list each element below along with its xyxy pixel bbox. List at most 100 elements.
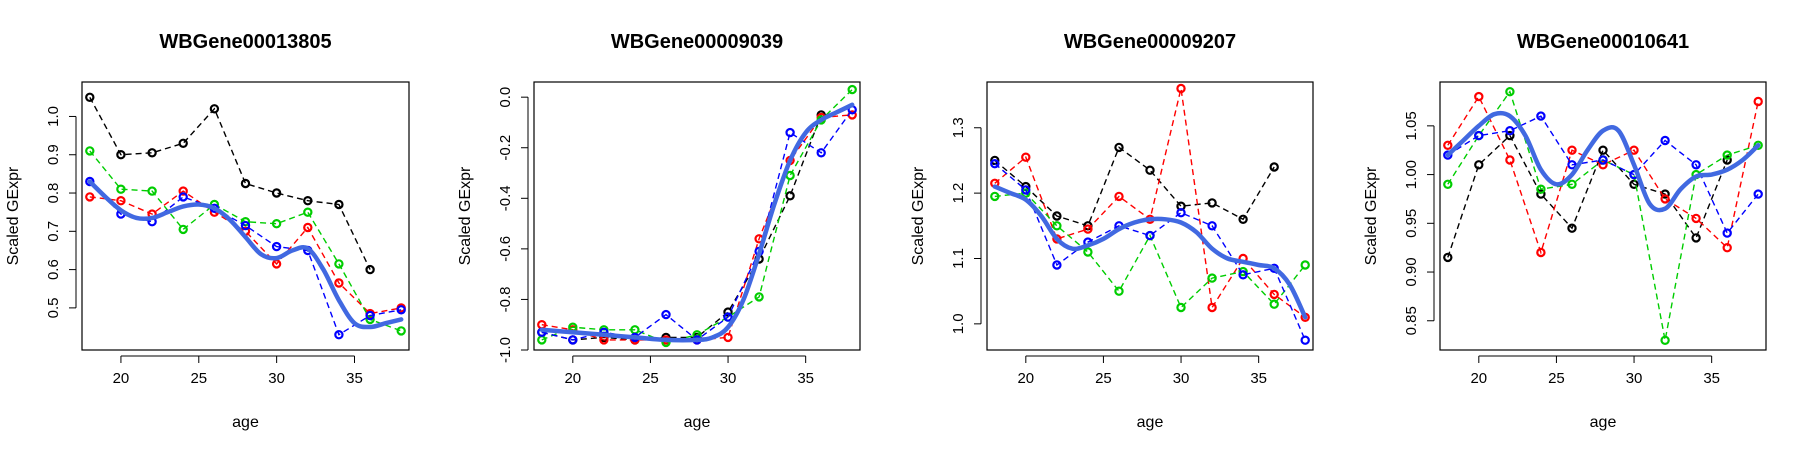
x-tick-label: 20 (1470, 370, 1487, 387)
data-point (1598, 160, 1608, 170)
data-point (178, 192, 188, 202)
data-point (1536, 189, 1546, 199)
data-point (1269, 299, 1279, 309)
data-point (85, 92, 95, 103)
data-point (1536, 111, 1546, 121)
x-tick-label: 25 (1548, 370, 1565, 387)
data-point (568, 335, 578, 345)
data-point (116, 195, 126, 206)
data-point (1443, 179, 1453, 189)
x-tick-label: 25 (190, 370, 207, 387)
series-line (89, 150, 402, 332)
smooth-trend-line (1445, 110, 1761, 213)
chart-panel-3: WBGene00009207 age Scaled GExpr 20 25 30 35… (910, 31, 1314, 431)
y-tick-label: -0.4 (497, 185, 514, 211)
plot-frame (986, 81, 1314, 351)
series-line (1447, 115, 1759, 235)
x-tick-label: 30 (720, 370, 737, 387)
plot-frame (533, 81, 861, 351)
x-tick-label: 35 (346, 370, 363, 387)
y-axis-label: Scaled GExpr (910, 166, 927, 265)
data-point (240, 220, 251, 231)
data-point (1660, 135, 1670, 146)
data-point (1207, 302, 1217, 313)
data-point (147, 186, 157, 196)
data-point (1505, 125, 1515, 136)
x-axis-label: age (1137, 414, 1164, 431)
y-tick-label: 0.0 (497, 87, 514, 108)
data-point (1474, 130, 1484, 141)
data-point (1691, 160, 1701, 170)
data-point (1598, 145, 1608, 155)
data-point (785, 191, 795, 201)
data-point (723, 332, 733, 343)
data-point (1505, 86, 1515, 97)
data-point (1207, 221, 1217, 231)
y-tick-label: 0.9 (45, 144, 62, 165)
data-point (1536, 247, 1546, 258)
y-tick-label: 0.7 (45, 221, 62, 242)
chart-panel-2: WBGene00009039 age Scaled GExpr 20 25 30 35… (457, 31, 861, 431)
data-point (1536, 184, 1546, 194)
data-point (1300, 335, 1310, 345)
data-point (396, 326, 406, 336)
x-tick-label: 25 (642, 370, 659, 387)
y-tick-label: 1.3 (950, 117, 967, 138)
y-tick-label: -0.6 (497, 236, 514, 262)
x-axis-label: age (232, 414, 259, 431)
series-line (89, 181, 402, 336)
y-tick-label: 0.8 (45, 183, 62, 204)
data-point (240, 178, 251, 189)
x-axis-label: age (684, 414, 711, 431)
data-point (1505, 155, 1515, 165)
data-point (303, 222, 313, 233)
data-point (1207, 273, 1217, 283)
y-tick-label: 0.85 (1403, 306, 1420, 335)
data-point (1052, 260, 1062, 270)
series-line (541, 114, 822, 341)
data-point (754, 292, 764, 302)
x-tick-label: 35 (1250, 370, 1267, 387)
data-point (1753, 189, 1763, 199)
data-point (1567, 179, 1577, 189)
data-point (1114, 142, 1124, 153)
data-point (1505, 130, 1515, 141)
series-line (994, 163, 1306, 341)
data-point (1598, 155, 1608, 165)
data-point (1722, 150, 1732, 160)
data-point (1052, 234, 1062, 244)
smooth-trend-line (87, 179, 404, 330)
data-point (1691, 233, 1701, 243)
data-point (1269, 162, 1279, 172)
data-point (1722, 228, 1732, 238)
y-tick-label: 0.6 (45, 259, 62, 280)
series-line (994, 192, 1306, 309)
y-axis-label: Scaled GExpr (5, 166, 22, 265)
y-tick-label: 1.00 (1403, 160, 1420, 189)
y-tick-label: 0.90 (1403, 257, 1420, 286)
data-point (1474, 160, 1484, 170)
data-point (1269, 289, 1279, 300)
data-point (209, 104, 220, 114)
data-point (365, 310, 375, 321)
series-line (1447, 95, 1759, 255)
data-point (85, 176, 95, 187)
data-point (334, 330, 344, 340)
data-point (1567, 223, 1577, 233)
data-point (1238, 266, 1248, 277)
series-line (89, 190, 402, 315)
data-point (1753, 96, 1763, 107)
data-point (1722, 242, 1732, 253)
series-line (89, 96, 371, 270)
y-tick-label: 0.5 (45, 297, 62, 318)
chart-title: WBGene00009039 (611, 31, 783, 53)
data-point (271, 241, 282, 252)
y-tick-label: 0.95 (1403, 209, 1420, 238)
plot-frame (81, 81, 410, 351)
x-tick-label: 30 (268, 370, 285, 387)
y-tick-label: 1.0 (950, 313, 967, 334)
data-point (1207, 198, 1217, 208)
chart-panel-1: WBGene00013805 age Scaled GExpr 20 25 30 35… (5, 31, 410, 431)
data-point (1114, 286, 1124, 296)
